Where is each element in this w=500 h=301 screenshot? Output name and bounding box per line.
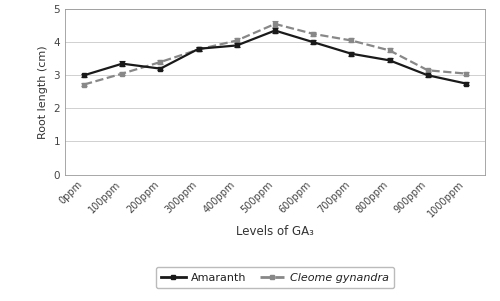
X-axis label: Levels of GA₃: Levels of GA₃ xyxy=(236,225,314,238)
Legend: Amaranth, Cleome gynandra: Amaranth, Cleome gynandra xyxy=(156,267,394,288)
Y-axis label: Root length (cm): Root length (cm) xyxy=(38,45,48,139)
